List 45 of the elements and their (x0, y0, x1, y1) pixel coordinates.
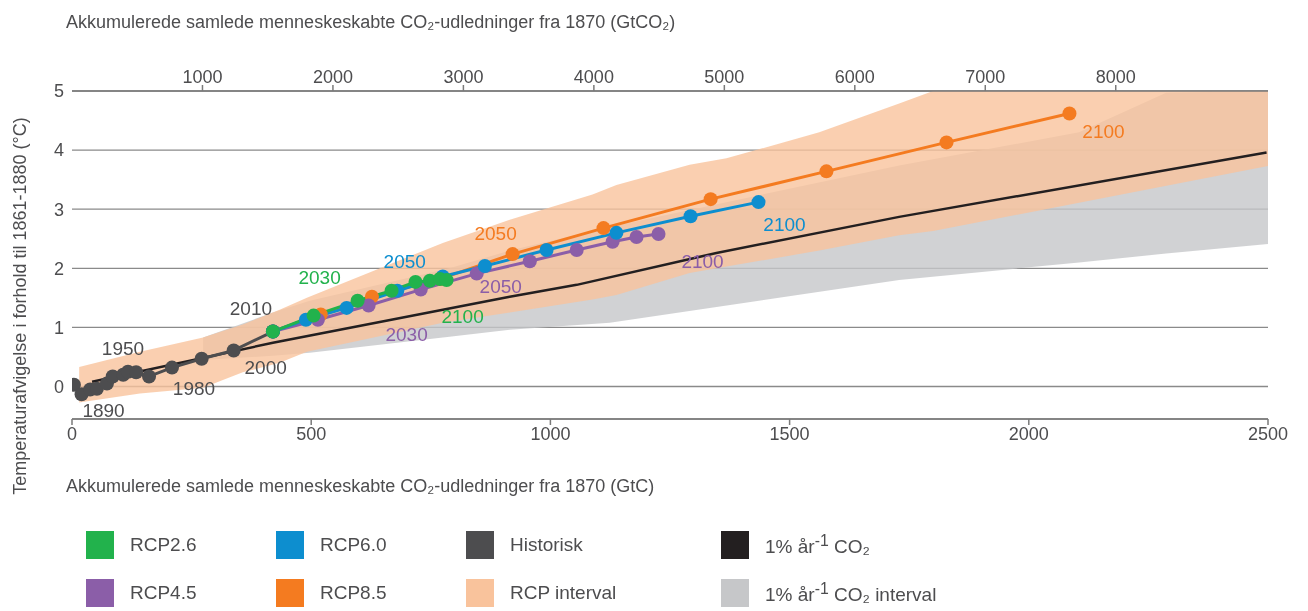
legend-label: RCP interval (510, 582, 617, 604)
annotation: 2050 (479, 275, 522, 297)
y-tick-label: 4 (53, 140, 64, 161)
annotation: 1890 (82, 400, 125, 422)
x-tick-label: 2000 (1008, 423, 1049, 444)
y-tick-label: 5 (53, 81, 64, 102)
annotation: 2050 (474, 223, 517, 245)
annotation: 2010 (229, 297, 273, 319)
y-tick-label: 0 (53, 376, 64, 397)
annotation: 1950 (101, 337, 145, 359)
annotation: 2100 (763, 214, 806, 236)
x-axis-title: Akkumulerede samlede menneskeskabte CO₂-udledninger fra 1870 (GtC) (66, 476, 655, 497)
x-tick-label: 500 (296, 423, 327, 444)
legend-label: Historisk (510, 534, 583, 556)
legend-label: RCP8.5 (320, 582, 387, 604)
annotation: 2100 (1082, 121, 1125, 143)
x-tick-label: 1500 (769, 423, 810, 444)
annotation: 1980 (172, 377, 216, 399)
x2-tick-label: 4000 (573, 67, 614, 87)
y-axis-title: Temperaturafvigelse i forhold til 1861-1880 (°C) (8, 116, 31, 497)
x-tick-label: 0 (66, 423, 78, 444)
legend-label: 1% år$^{-1}$ CO₂ interval (765, 579, 937, 607)
x2-tick-label: 1000 (182, 67, 223, 87)
y-tick-label: 1 (53, 317, 64, 338)
legend-label: 1% år$^{-1}$ CO₂ (765, 531, 870, 559)
x2-axis-title: Akkumulerede samlede menneskeskabte CO₂-udledninger fra 1870 (GtCO₂) (66, 12, 676, 33)
annotation: 2000 (244, 357, 287, 379)
x2-tick-label: 5000 (704, 67, 745, 87)
x2-tick-label: 3000 (443, 67, 484, 87)
x2-tick-label: 7000 (965, 67, 1006, 87)
x2-tick-label: 6000 (834, 67, 875, 87)
x-tick-label: 2500 (1247, 423, 1289, 444)
annotation: 2030 (385, 323, 428, 345)
legend-label: RCP6.0 (320, 534, 387, 556)
x2-tick-label: 2000 (312, 67, 353, 87)
annotation: 2030 (298, 266, 341, 288)
legend-label: RCP2.6 (130, 534, 197, 556)
x2-tick-label: 8000 (1095, 67, 1136, 87)
y-tick-label: 2 (53, 258, 64, 279)
annotation: 2050 (383, 250, 426, 272)
annotation: 2100 (441, 306, 484, 328)
x-tick-label: 1000 (530, 423, 571, 444)
y-tick-label: 3 (53, 199, 64, 220)
legend-label: RCP4.5 (130, 582, 197, 604)
annotation: 2100 (681, 251, 724, 273)
